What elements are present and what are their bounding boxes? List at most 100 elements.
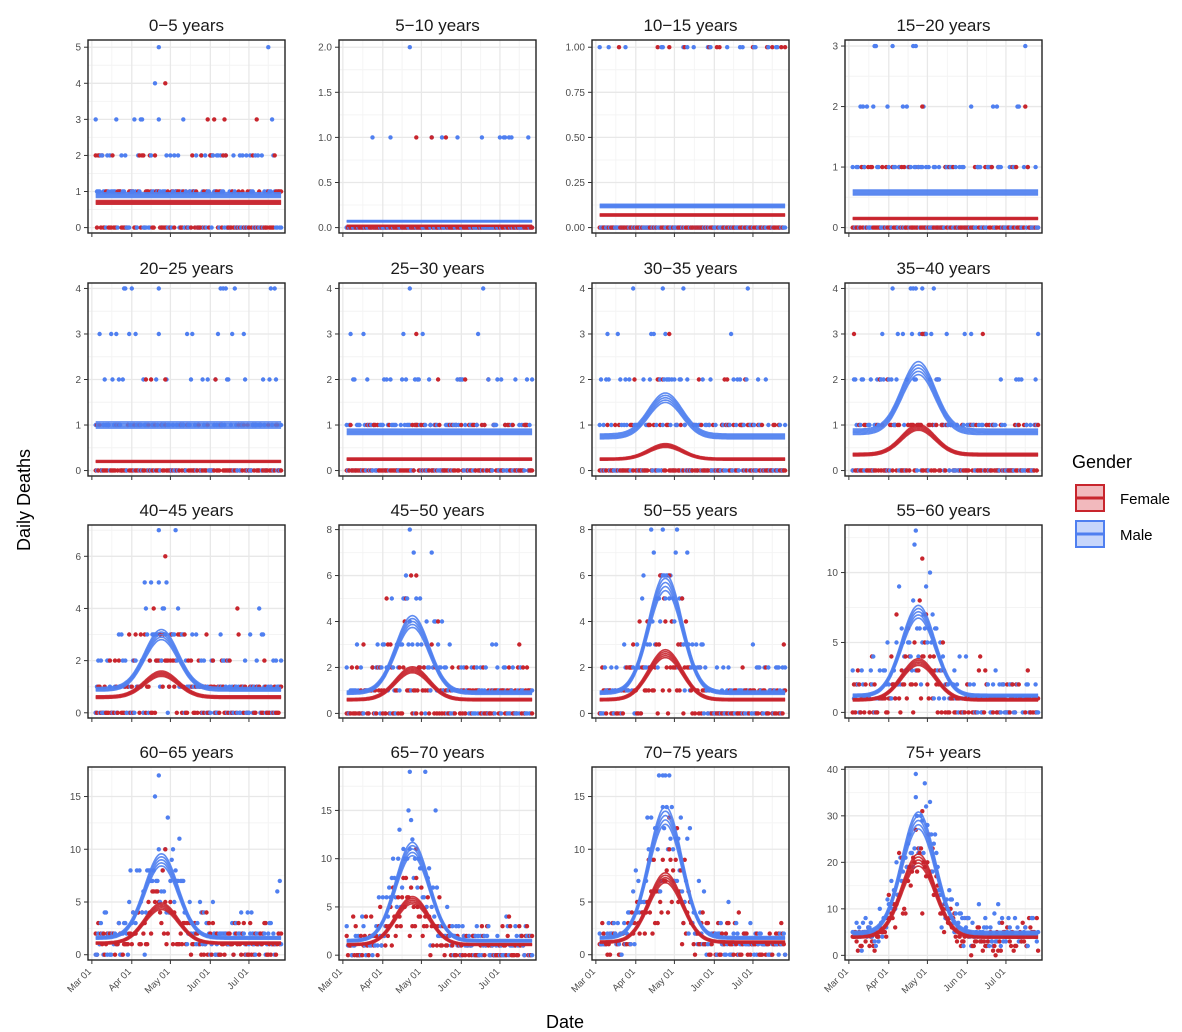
x-tick-label: Jun 01 bbox=[435, 966, 463, 994]
data-point-male bbox=[393, 422, 398, 428]
data-point-female bbox=[782, 45, 788, 50]
data-point-male bbox=[267, 377, 272, 382]
data-point-female bbox=[199, 153, 204, 158]
data-point-female bbox=[921, 654, 926, 659]
data-point-female bbox=[1016, 422, 1021, 428]
data-point-male bbox=[615, 920, 620, 926]
data-point-female bbox=[143, 377, 149, 382]
data-point-male bbox=[375, 943, 380, 948]
data-point-male bbox=[245, 910, 250, 915]
data-point-female bbox=[159, 920, 164, 926]
data-point-female bbox=[396, 895, 401, 900]
data-point-male bbox=[109, 331, 114, 337]
data-point-male bbox=[737, 377, 743, 382]
data-point-male bbox=[682, 688, 687, 693]
data-point-female bbox=[1016, 682, 1021, 687]
data-point-male bbox=[998, 377, 1003, 382]
data-point-female bbox=[667, 45, 672, 50]
data-point-male bbox=[868, 377, 873, 382]
facet-title: 35−40 years bbox=[896, 259, 990, 278]
data-point-male bbox=[624, 422, 629, 428]
data-point-female bbox=[667, 847, 672, 852]
data-point-female bbox=[360, 953, 365, 958]
data-point-female bbox=[909, 682, 915, 687]
data-point-female bbox=[223, 153, 228, 158]
data-point-male bbox=[936, 377, 942, 382]
data-point-male bbox=[890, 286, 895, 291]
data-point-male bbox=[159, 658, 164, 663]
data-point-female bbox=[345, 953, 351, 958]
data-point-female bbox=[1014, 164, 1019, 170]
data-point-female bbox=[983, 668, 988, 673]
data-point-male bbox=[597, 45, 602, 50]
data-point-male bbox=[524, 377, 530, 382]
data-point-male bbox=[208, 710, 213, 715]
data-point-male bbox=[492, 711, 497, 716]
data-point-male bbox=[125, 952, 131, 957]
data-point-male bbox=[142, 952, 147, 957]
data-point-male bbox=[691, 45, 696, 50]
data-point-female bbox=[231, 952, 236, 957]
data-point-male bbox=[194, 153, 199, 158]
data-point-male bbox=[152, 81, 158, 86]
data-point-male bbox=[936, 164, 942, 170]
data-point-female bbox=[419, 885, 424, 890]
data-point-male bbox=[184, 331, 190, 337]
data-point-female bbox=[779, 45, 784, 50]
data-point-male bbox=[116, 377, 122, 382]
data-point-female bbox=[348, 422, 353, 428]
data-point-male bbox=[655, 847, 660, 852]
data-point-female bbox=[201, 952, 207, 957]
data-point-female bbox=[417, 914, 423, 919]
y-tick-label: 0.00 bbox=[566, 223, 586, 234]
data-point-female bbox=[867, 710, 872, 715]
data-point-female bbox=[146, 899, 151, 905]
data-point-male bbox=[855, 164, 861, 170]
y-tick-label: 0 bbox=[75, 223, 81, 234]
data-point-male bbox=[721, 665, 726, 670]
data-point-male bbox=[962, 331, 967, 337]
data-point-female bbox=[414, 573, 419, 578]
data-point-female bbox=[127, 632, 132, 637]
data-point-male bbox=[397, 827, 402, 832]
data-point-male bbox=[713, 422, 718, 428]
data-point-male bbox=[161, 889, 167, 894]
data-point-male bbox=[860, 104, 866, 109]
data-point-male bbox=[744, 377, 749, 382]
data-point-female bbox=[450, 665, 455, 670]
data-point-male bbox=[663, 331, 668, 337]
data-point-female bbox=[257, 952, 262, 957]
data-point-female bbox=[708, 952, 713, 957]
data-point-male bbox=[631, 286, 636, 291]
data-point-male bbox=[685, 377, 690, 382]
y-tick-label: 0 bbox=[579, 709, 585, 720]
data-point-male bbox=[1019, 377, 1024, 382]
data-point-female bbox=[904, 696, 909, 701]
data-point-male bbox=[495, 665, 500, 670]
data-point-female bbox=[600, 920, 605, 926]
data-point-female bbox=[414, 875, 419, 881]
data-point-male bbox=[114, 117, 119, 122]
data-point-female bbox=[1025, 668, 1031, 673]
data-point-female bbox=[647, 910, 653, 915]
data-point-male bbox=[483, 665, 488, 670]
data-point-male bbox=[700, 377, 705, 382]
data-point-male bbox=[993, 422, 998, 428]
data-point-female bbox=[524, 665, 530, 670]
data-point-male bbox=[606, 45, 611, 50]
data-point-male bbox=[417, 596, 423, 601]
facet-title: 0−5 years bbox=[149, 16, 224, 35]
data-point-male bbox=[164, 153, 169, 158]
data-point-male bbox=[278, 225, 284, 230]
y-tick-label: 0 bbox=[326, 709, 332, 720]
data-point-male bbox=[678, 377, 683, 382]
data-point-female bbox=[863, 682, 868, 687]
data-point-male bbox=[752, 422, 757, 428]
y-tick-label: 6 bbox=[579, 571, 585, 582]
data-point-male bbox=[127, 899, 132, 905]
data-point-male bbox=[755, 377, 761, 382]
